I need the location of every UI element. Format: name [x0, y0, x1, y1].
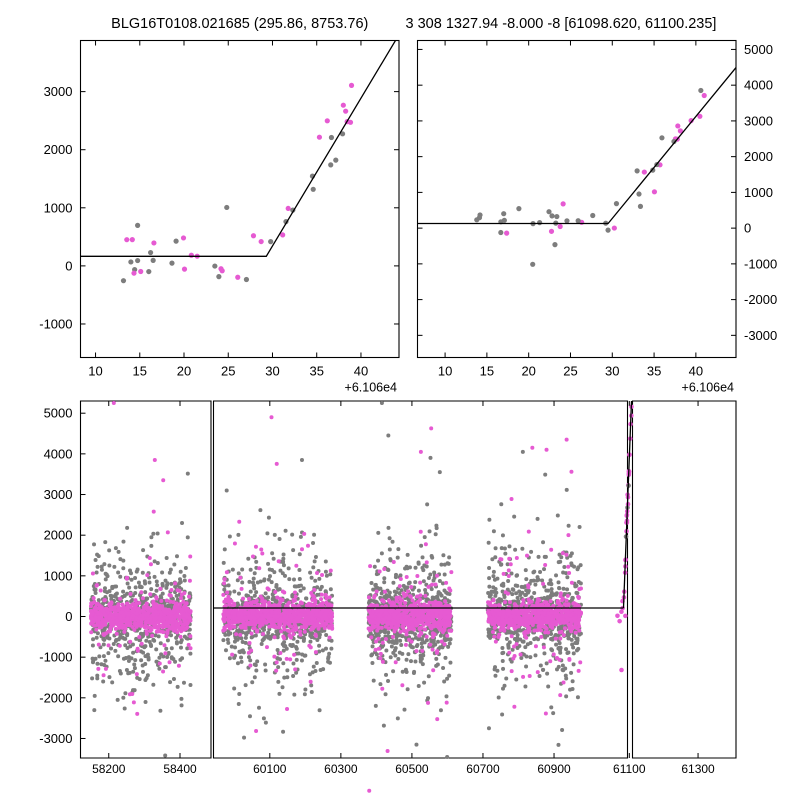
svg-text:10: 10 [438, 364, 452, 379]
svg-text:60700: 60700 [466, 762, 500, 776]
svg-text:25: 25 [563, 364, 577, 379]
svg-text:0: 0 [65, 258, 72, 273]
svg-text:-3000: -3000 [744, 328, 777, 343]
svg-text:20: 20 [177, 364, 191, 379]
svg-text:3 308 1327.94 -8.000 -8 [61098: 3 308 1327.94 -8.000 -8 [61098.620, 6110… [406, 16, 717, 32]
svg-text:1000: 1000 [744, 185, 773, 200]
svg-text:60100: 60100 [253, 762, 287, 776]
svg-text:2000: 2000 [44, 528, 73, 543]
svg-text:+6.106e4: +6.106e4 [682, 381, 735, 395]
svg-text:3000: 3000 [744, 113, 773, 128]
svg-text:15: 15 [133, 364, 147, 379]
svg-text:1000: 1000 [44, 568, 73, 583]
svg-text:-3000: -3000 [39, 731, 72, 746]
svg-text:30: 30 [605, 364, 619, 379]
svg-text:30: 30 [265, 364, 279, 379]
svg-text:-2000: -2000 [39, 690, 72, 705]
svg-text:40: 40 [354, 364, 368, 379]
svg-text:60500: 60500 [395, 762, 429, 776]
svg-text:58200: 58200 [92, 762, 126, 776]
svg-text:5000: 5000 [744, 42, 773, 57]
svg-text:-1000: -1000 [39, 650, 72, 665]
svg-text:1000: 1000 [44, 200, 73, 215]
svg-text:60900: 60900 [537, 762, 571, 776]
svg-text:4000: 4000 [744, 78, 773, 93]
svg-text:-1000: -1000 [39, 316, 72, 331]
svg-text:-2000: -2000 [744, 292, 777, 307]
svg-text:40: 40 [689, 364, 703, 379]
svg-text:61300: 61300 [681, 762, 715, 776]
svg-text:5000: 5000 [44, 406, 73, 421]
svg-text:4000: 4000 [44, 446, 73, 461]
svg-text:2000: 2000 [44, 142, 73, 157]
svg-text:0: 0 [65, 609, 72, 624]
svg-text:60300: 60300 [324, 762, 358, 776]
svg-text:BLG16T0108.021685 (295.86, 875: BLG16T0108.021685 (295.86, 8753.76) [111, 16, 368, 32]
svg-text:35: 35 [309, 364, 323, 379]
svg-text:2000: 2000 [744, 149, 773, 164]
svg-text:10: 10 [88, 364, 102, 379]
svg-text:20: 20 [521, 364, 535, 379]
svg-text:3000: 3000 [44, 84, 73, 99]
svg-text:0: 0 [744, 221, 751, 236]
svg-text:15: 15 [480, 364, 494, 379]
svg-text:61100: 61100 [613, 762, 646, 776]
svg-text:3000: 3000 [44, 487, 73, 502]
svg-text:58400: 58400 [163, 762, 197, 776]
svg-text:-1000: -1000 [744, 256, 777, 271]
svg-text:35: 35 [647, 364, 661, 379]
svg-text:25: 25 [221, 364, 235, 379]
svg-text:+6.106e4: +6.106e4 [345, 381, 398, 395]
